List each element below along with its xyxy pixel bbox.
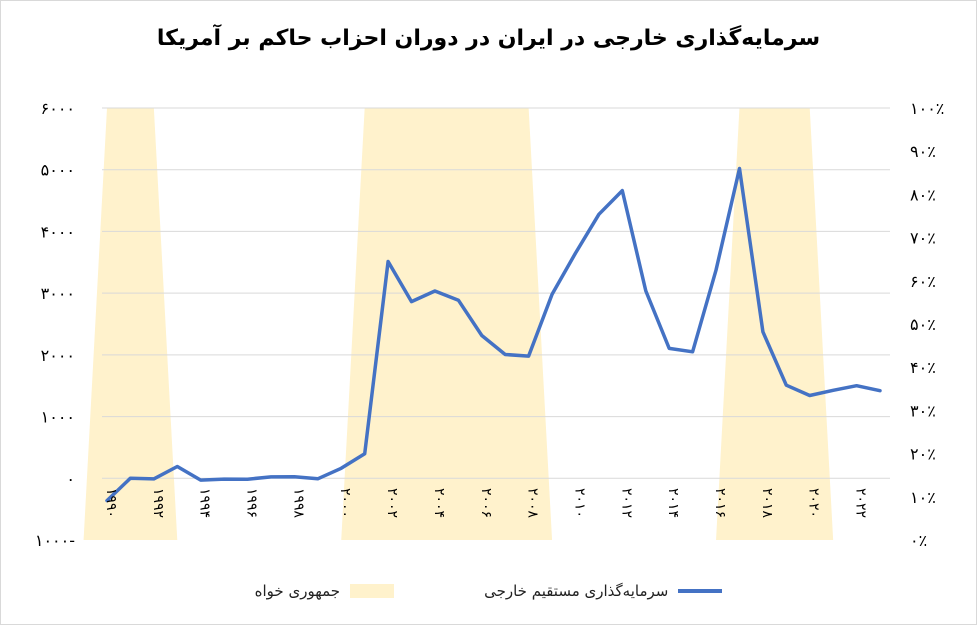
x-tick-label: ۲۰۱۶ — [712, 488, 728, 518]
y-left-tick-label: ۲۰۰۰ — [41, 346, 75, 365]
fdi-series-line — [105, 166, 882, 503]
legend-label-fdi: سرمایه‌گذاری مستقیم خارجی — [484, 582, 669, 600]
x-tick-label: ۱۹۹۶ — [244, 488, 260, 518]
x-tick-label: ۲۰۱۰ — [571, 488, 587, 518]
republican-area-2 — [716, 108, 834, 540]
y-left-tick-label: ۴۰۰۰ — [41, 222, 75, 241]
republican-area-1 — [341, 108, 553, 540]
legend-item-republican: جمهوری خواه — [254, 582, 395, 600]
x-tick-label: ۲۰۰۴ — [431, 488, 447, 518]
x-tick-label: ۲۰۱۲ — [618, 488, 634, 518]
y-right-tick-label: ۴۰٪ — [910, 358, 936, 377]
y-left-tick-label: ۱۰۰۰ — [41, 408, 75, 427]
x-tick-label: ۲۰۰۸ — [525, 488, 541, 519]
x-tick-label: ۱۹۹۰ — [103, 488, 119, 518]
x-tick-label: ۲۰۲۲ — [853, 488, 869, 518]
y-right-tick-label: ۶۰٪ — [910, 272, 936, 291]
y-left-tick-label: ۵۰۰۰ — [41, 161, 75, 180]
y-right-tick-label: ۱۰۰٪ — [910, 99, 944, 118]
y-right-tick-label: ۹۰٪ — [910, 142, 936, 161]
x-tick-label: ۱۹۹۲ — [150, 488, 166, 518]
x-tick-label: ۲۰۱۴ — [665, 488, 681, 518]
republican-area-0 — [83, 108, 178, 540]
x-tick-label: ۱۹۹۸ — [290, 488, 306, 519]
x-tick-label: ۲۰۰۲ — [384, 488, 400, 518]
x-tick-label: ۱۹۹۴ — [197, 488, 213, 518]
y-left-tick-label: ۳۰۰۰ — [41, 284, 75, 303]
legend-item-fdi: سرمایه‌گذاری مستقیم خارجی — [484, 582, 723, 600]
y-right-tick-label: ۷۰٪ — [910, 229, 936, 248]
legend-label-republican: جمهوری خواه — [254, 582, 341, 600]
x-tick-label: ۲۰۱۸ — [759, 488, 775, 519]
chart-title: سرمایه‌گذاری خارجی در ایران در دوران احز… — [156, 26, 821, 51]
y-left-tick-label: ۶۰۰۰ — [41, 99, 75, 118]
y-right-tick-label: ۲۰٪ — [910, 445, 936, 464]
x-tick-label: ۲۰۰۶ — [478, 488, 494, 518]
y-right-tick-label: ۰٪ — [910, 531, 927, 550]
y-left-tick-label: ۰ — [66, 469, 75, 488]
x-tick-label: ۲۰۰۰ — [337, 488, 353, 518]
y-left-tick-label: ۱۰۰۰- — [35, 531, 75, 550]
legend-swatch-line — [678, 589, 723, 593]
x-tick-label: ۲۰۲۰ — [806, 488, 822, 518]
y-right-tick-label: ۱۰٪ — [910, 488, 936, 507]
chart-legend: سرمایه‌گذاری مستقیم خارجی جمهوری خواه — [0, 582, 977, 600]
y-right-tick-label: ۳۰٪ — [910, 401, 936, 420]
y-right-tick-label: ۵۰٪ — [910, 315, 936, 334]
y-right-tick-label: ۸۰٪ — [910, 185, 936, 204]
legend-swatch-area — [350, 584, 395, 598]
